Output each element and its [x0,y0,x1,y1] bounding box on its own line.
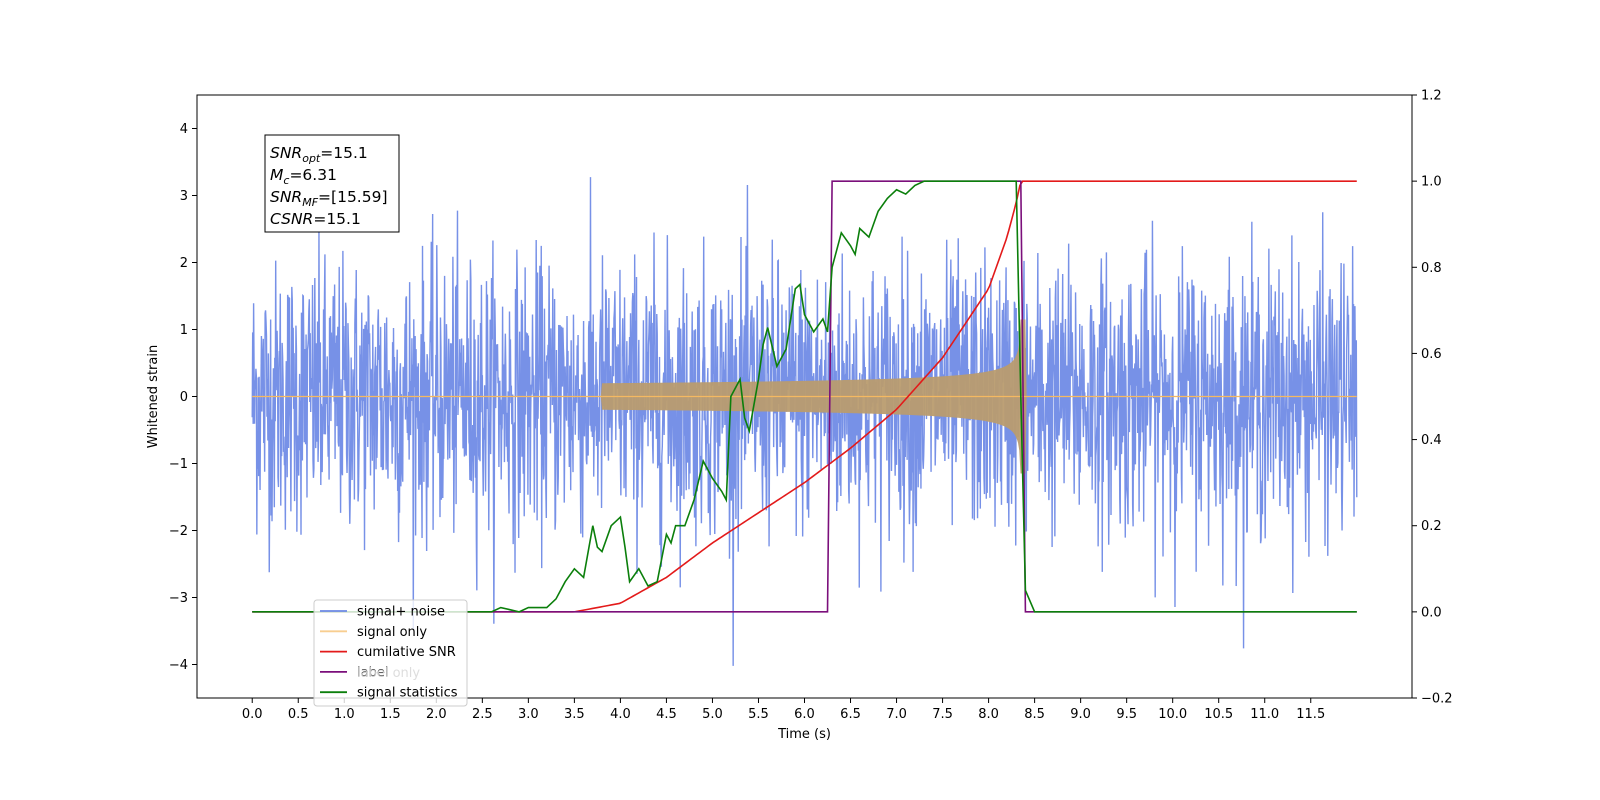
x-tick-label: 3.5 [564,707,585,722]
y-tick-label-right: 0.6 [1421,347,1442,362]
x-tick-label: 5.5 [748,707,769,722]
x-axis-label: Time (s) [777,727,831,742]
x-tick-label: 8.0 [978,707,999,722]
legend-entry-ghost: label only [357,666,420,681]
legend-entry: signal statistics [357,686,458,701]
y-tick-label-left: 2 [180,256,188,271]
x-tick-label: 9.5 [1116,707,1137,722]
y-tick-label-left: 3 [180,189,188,204]
stats-line: SNRMF=[15.59] [270,188,388,209]
legend-entry: label [357,665,388,680]
x-tick-label: 9.0 [1070,707,1091,722]
x-tick-label: 6.5 [840,707,861,722]
x-tick-label: 8.5 [1024,707,1045,722]
legend-entry: cumilative SNR [357,645,456,660]
y-tick-label-left: 0 [180,390,188,405]
y-tick-label-right: 0.4 [1421,433,1442,448]
stats-box-frame [264,134,400,233]
x-tick-label: 5.0 [702,707,723,722]
x-tick-label: 0.5 [288,707,309,722]
y-tick-label-left: 1 [180,323,188,338]
axes: 0.0 0.5 1.0 1.5 2.0 2.5 3.0 3.5 4.0 4.5 5.0 5.5 6.0 6… [169,89,1453,723]
x-tick-label: 4.0 [610,707,631,722]
x-tick-label: 7.5 [932,707,953,722]
legend-frame [313,599,468,707]
y-tick-label-right: 0.8 [1421,261,1442,276]
y-tick-label-right: −0.2 [1421,692,1453,707]
series-line-signal-noise [251,177,1358,666]
x-tick-label: 11.0 [1250,707,1279,722]
x-tick-label: 2.5 [472,707,493,722]
legend: signal+ noise signal only cumilative SNR la… [313,599,468,707]
x-tick-label: 4.5 [656,707,677,722]
legend-entry: signal only [357,625,427,640]
x-tick-label: 6.0 [794,707,815,722]
y-axis-label: Whitened strain [146,345,161,448]
x-tick-label: 7.0 [886,707,907,722]
series-line-signal-statistics [252,180,1357,613]
y-tick-label-right: 1.0 [1421,175,1442,190]
y-tick-label-left: 4 [180,122,188,137]
x-tick-label: 1.0 [334,707,355,722]
plot-area [251,177,1358,666]
y-tick-label-right: 1.2 [1421,89,1442,104]
series-group [251,177,1358,666]
y-tick-label-left: −4 [169,658,188,673]
y-tick-label-left: −2 [169,524,188,539]
y-tick-label-left: −1 [169,457,188,472]
legend-entry: signal+ noise [357,605,445,620]
x-tick-label: 2.0 [426,707,447,722]
x-tick-label: 3.0 [518,707,539,722]
stats-line: CSNR=15.1 [270,210,361,228]
stats-line: Mc=6.31 [270,166,337,187]
y-tick-label-right: 0.0 [1421,605,1442,620]
x-tick-label: 11.5 [1296,707,1325,722]
x-tick-label: 0.0 [242,707,263,722]
x-tick-label: 10.0 [1158,707,1187,722]
y-tick-label-left: −3 [169,591,188,606]
x-tick-label: 10.5 [1204,707,1233,722]
stats-line: SNRopt=15.1 [270,144,368,165]
x-tick-label: 1.5 [380,707,401,722]
y-tick-label-right: 0.2 [1421,519,1442,534]
